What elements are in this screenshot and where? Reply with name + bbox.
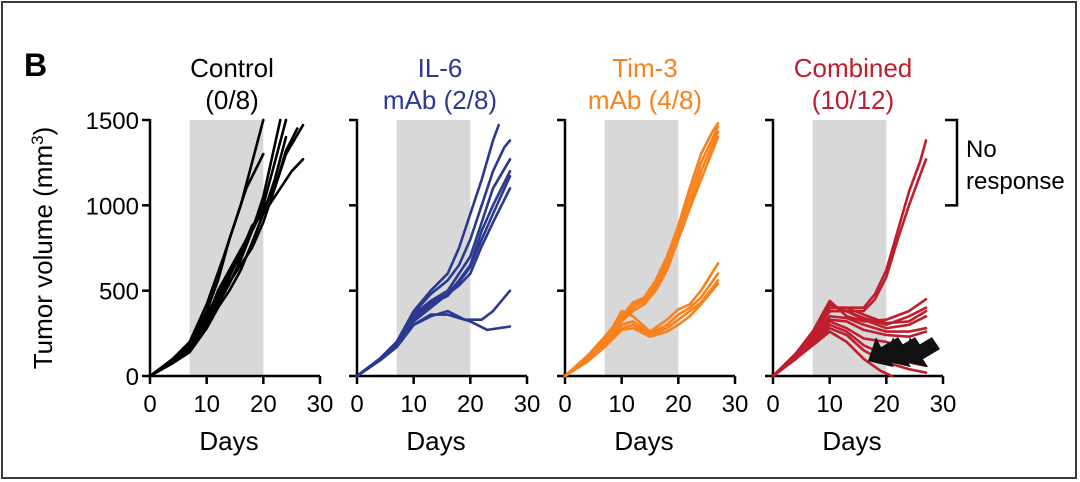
x-tick-label: 10 [816,391,843,418]
x-axis-label: Days [822,426,881,456]
x-tick-label: 20 [665,391,692,418]
y-tick-label: 1500 [86,108,139,135]
panel-title-line1: IL-6 [418,53,463,83]
y-axis-label-close: ) [28,127,58,136]
panel-title-line1: Tim-3 [612,53,677,83]
series-line-2 [148,152,265,378]
chart-panel-1: Control(0/8) 0 500 1000 1500 0 10 20 30 Days [86,53,334,456]
y-axis-label-sup: 3 [28,135,47,144]
series-line-6 [148,158,305,378]
x-tick-label: 10 [608,391,635,418]
x-axis-label: Days [199,426,258,456]
x-tick-label: 20 [873,391,900,418]
x-tick-label: 30 [722,391,749,418]
panel-title-line2: (10/12) [812,85,894,115]
x-axis-label: Days [614,426,673,456]
x-tick-label: 10 [400,391,427,418]
x-tick-label: 10 [193,391,220,418]
series-line-7 [148,127,299,378]
panel-title-line2: (0/8) [205,85,258,115]
y-tick-label: 500 [99,279,139,306]
x-tick-label: 30 [514,391,541,418]
panel-title-line2: mAb (2/8) [383,85,497,115]
no-response-bracket [945,118,959,207]
arrow-3 [902,337,940,368]
x-tick-label: 20 [457,391,484,418]
x-tick-label: 20 [250,391,277,418]
x-tick-label: 0 [766,391,779,418]
y-axis-label: Tumor volume (mm3) [28,127,58,370]
series-line-12 [771,330,894,378]
x-tick-label: 30 [930,391,957,418]
x-tick-label: 0 [350,391,363,418]
series-line-6 [355,187,512,378]
panel-label: B [24,47,47,83]
series-line-8 [563,282,720,378]
no-response-label-line1: No [966,136,997,163]
x-tick-label: 0 [143,391,156,418]
y-axis-label-text: Tumor volume (mm [28,145,58,369]
x-tick-label: 30 [307,391,334,418]
panel-title-line2: mAb (4/8) [588,85,702,115]
x-axis-label: Days [406,426,465,456]
y-tick-label: 0 [126,364,139,391]
series-line-8 [148,135,288,378]
series-line-8 [355,313,512,378]
y-tick-label: 1000 [86,193,139,220]
panel-title-line1: Control [190,53,274,83]
chart-panel-4: Combined(10/12) 0 10 20 30 Days No response [765,53,1065,456]
x-tick-label: 0 [558,391,571,418]
panel-title-line1: Combined [794,53,913,83]
no-response-label-line2: response [966,168,1065,195]
series-line-5 [563,262,720,378]
